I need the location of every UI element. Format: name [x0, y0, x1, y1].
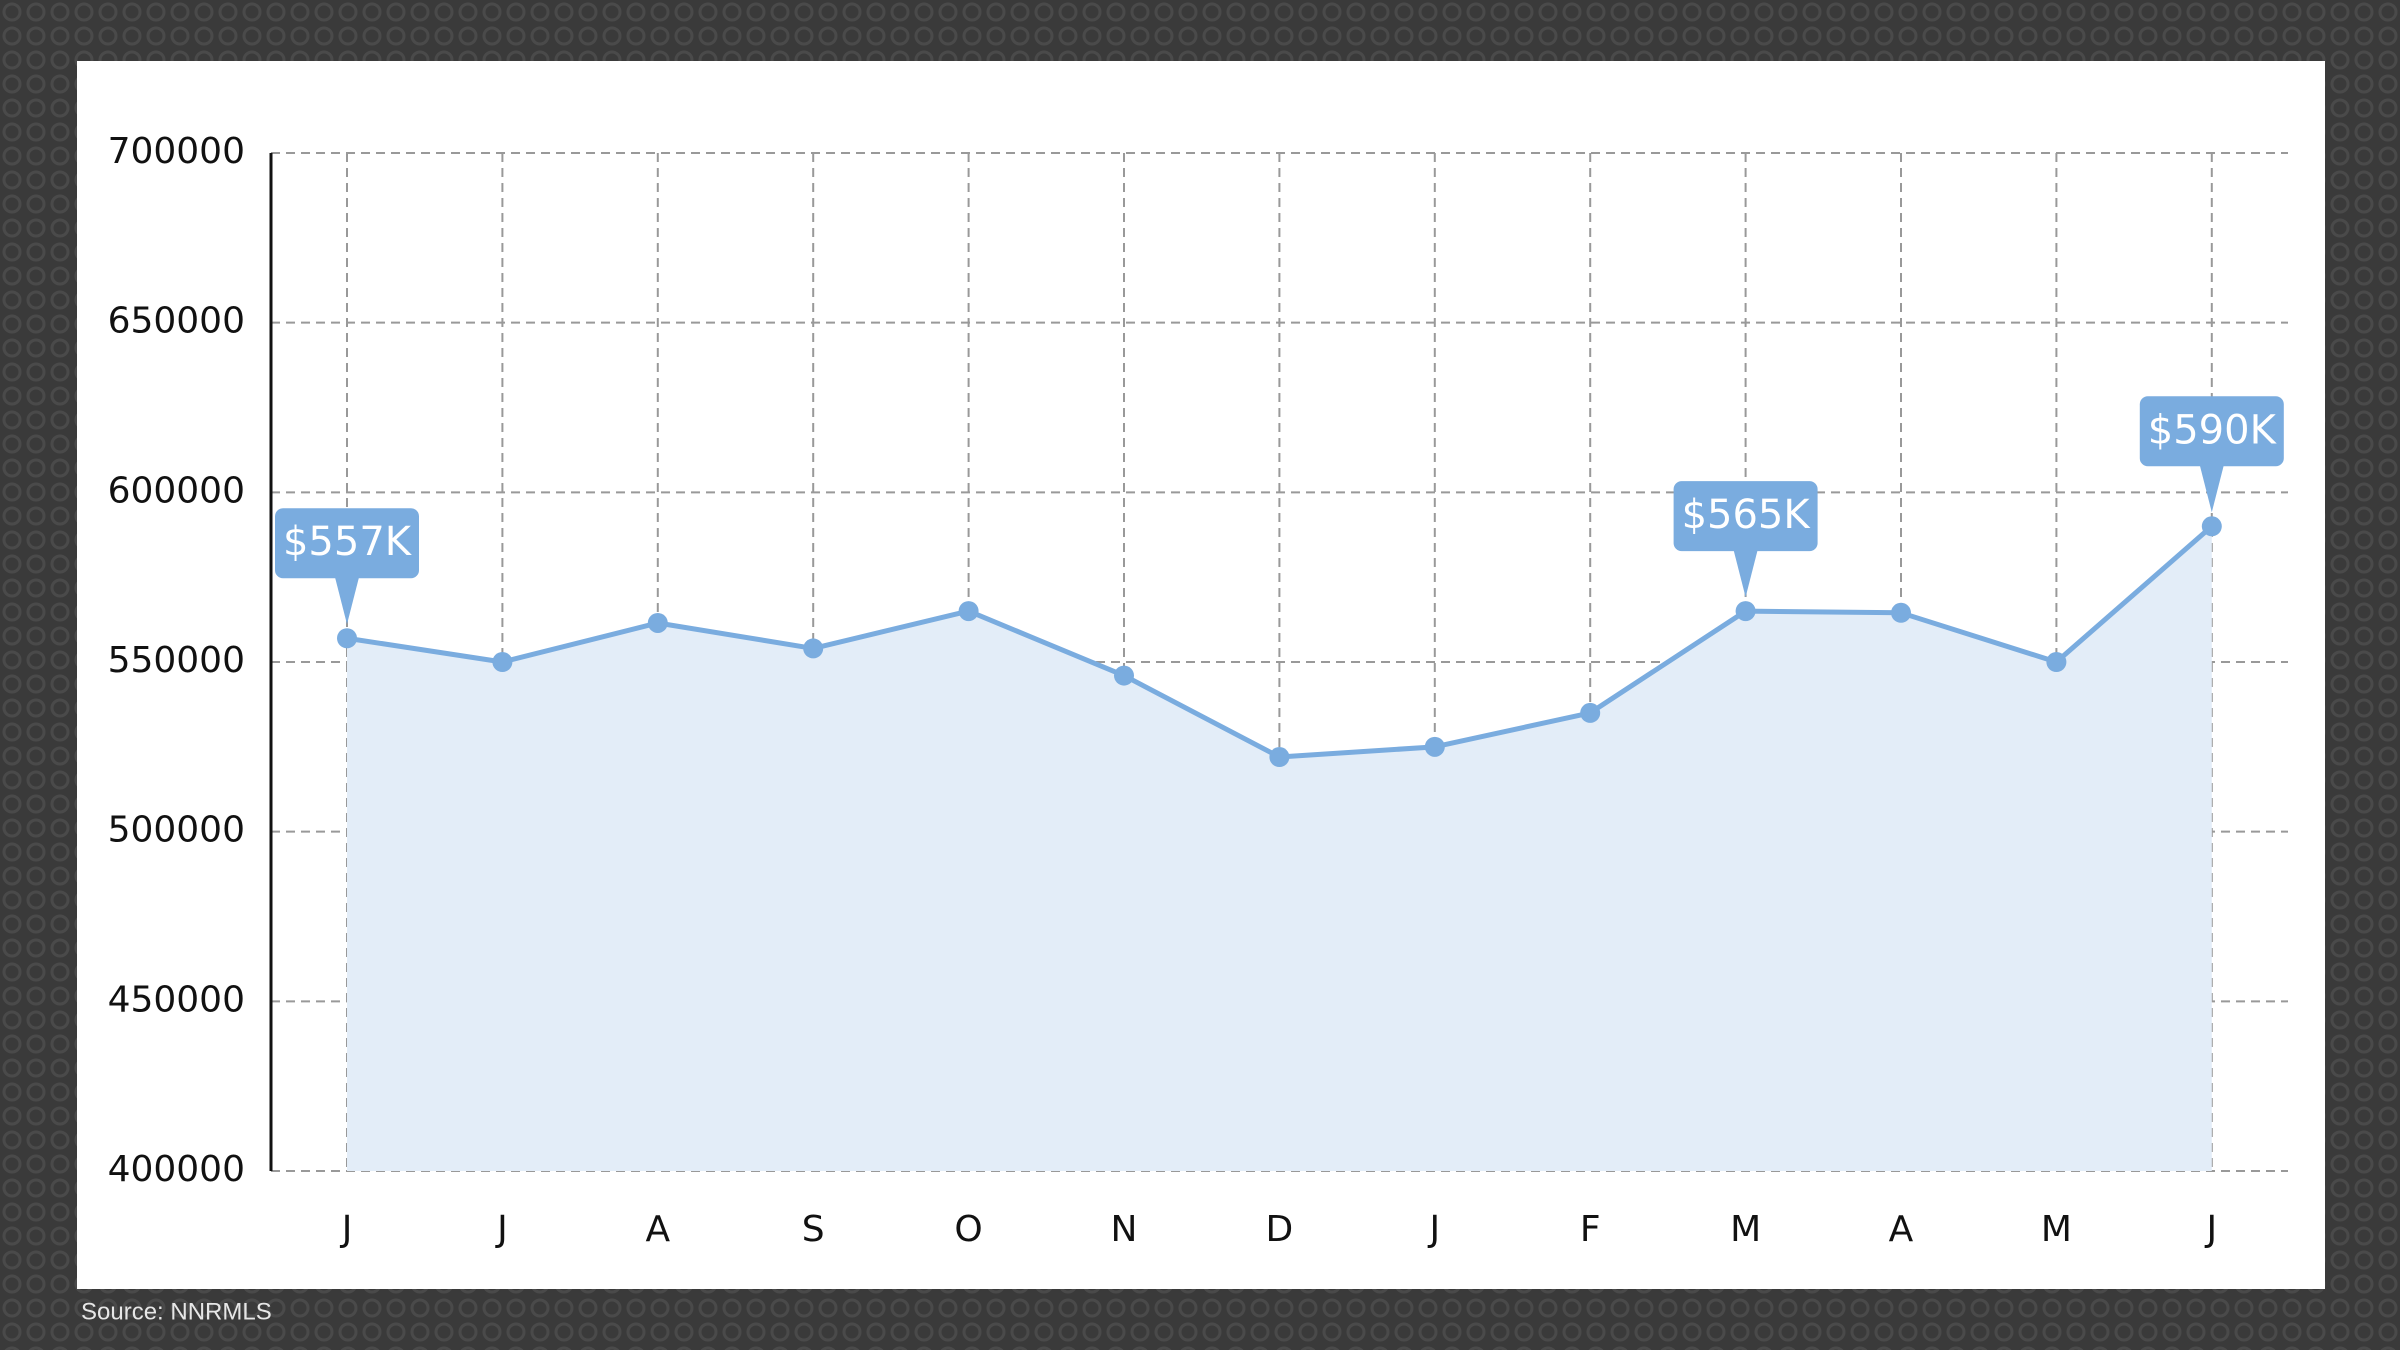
point	[1114, 665, 1134, 686]
x-tick-label: M	[1730, 1209, 1761, 1250]
point	[1269, 747, 1290, 768]
point	[958, 601, 979, 622]
callout-pointer	[335, 577, 359, 625]
point	[2201, 516, 2222, 537]
point	[1891, 602, 1911, 623]
x-tick-label: F	[1580, 1209, 1601, 1250]
point	[2046, 652, 2067, 672]
y-tick-label: 700000	[108, 131, 245, 172]
callout-box	[2139, 396, 2284, 467]
x-tick-label: J	[2204, 1209, 2217, 1250]
y-tick-label: 650000	[108, 301, 245, 342]
y-tick-label: 500000	[108, 810, 245, 851]
value-label: $565K	[1682, 492, 1812, 538]
source: Source: NNRMLS	[81, 1298, 272, 1325]
point	[1424, 736, 1445, 757]
x-tick-label: J	[1427, 1209, 1440, 1250]
x-tick-label: J	[495, 1209, 508, 1250]
point	[803, 638, 824, 659]
callout-box	[1673, 481, 1818, 552]
callout-pointer	[1733, 550, 1758, 598]
y-tick-label: 450000	[108, 979, 245, 1020]
y-tick-label: 600000	[108, 470, 245, 511]
point	[337, 628, 357, 649]
x-tick-label: S	[802, 1209, 825, 1250]
x-tick-label: A	[645, 1209, 670, 1250]
point	[647, 612, 668, 633]
x-tick-label: J	[340, 1209, 353, 1250]
callout-pointer	[2199, 465, 2224, 513]
x-tick-label: N	[1111, 1209, 1138, 1250]
value-label: $557K	[283, 519, 413, 565]
x-tick-label: D	[1266, 1209, 1294, 1250]
value-label: $590K	[2148, 407, 2278, 453]
y-tick-label: 400000	[108, 1149, 245, 1190]
x-tick-label: O	[954, 1209, 982, 1250]
x-tick-label: M	[2041, 1209, 2072, 1250]
point	[492, 652, 513, 672]
y-tick-label: 550000	[108, 640, 245, 681]
point	[1735, 601, 1756, 622]
area	[347, 526, 2212, 1171]
callout-box	[275, 508, 419, 579]
point	[1580, 702, 1601, 723]
x-tick-label: A	[1889, 1209, 1914, 1250]
